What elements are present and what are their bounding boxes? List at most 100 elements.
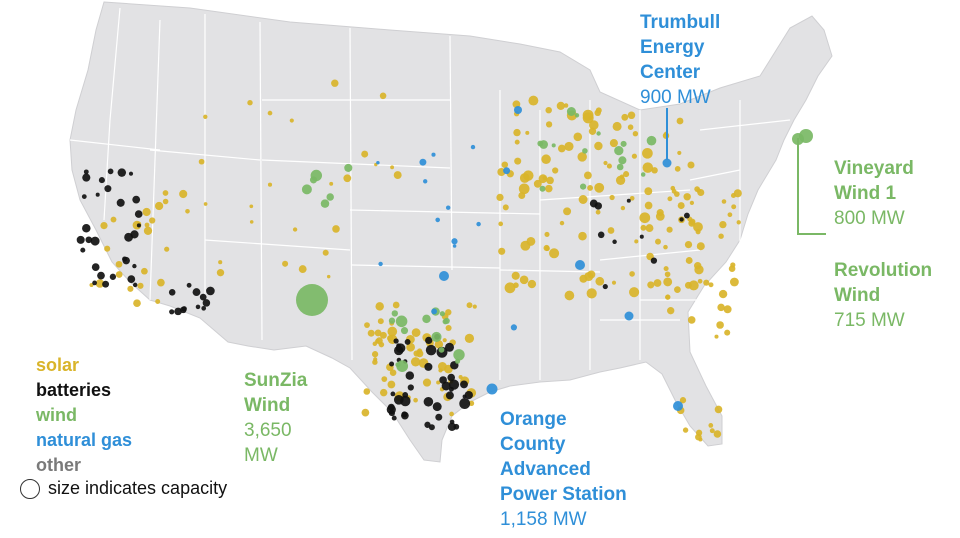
solar-plant-marker bbox=[697, 278, 703, 284]
wind-plant-marker bbox=[391, 310, 399, 317]
solar-plant-marker bbox=[549, 248, 560, 259]
sunzia-name-1: SunZia bbox=[244, 370, 308, 391]
sunzia-wind-marker bbox=[296, 284, 328, 316]
natural-gas-plant-marker bbox=[423, 179, 428, 184]
solar-plant-marker bbox=[438, 368, 443, 373]
solar-plant-marker bbox=[546, 176, 554, 185]
battery-plant-marker bbox=[95, 192, 100, 197]
solar-plant-marker bbox=[142, 207, 151, 217]
wind-plant-marker bbox=[455, 358, 461, 364]
battery-plant-marker bbox=[85, 236, 93, 244]
solar-plant-marker bbox=[587, 184, 594, 191]
solar-plant-marker bbox=[375, 302, 384, 311]
solar-plant-marker bbox=[718, 233, 724, 239]
battery-plant-marker bbox=[109, 273, 117, 280]
solar-plant-marker bbox=[676, 117, 684, 125]
battery-plant-marker bbox=[435, 413, 443, 421]
wind-plant-marker bbox=[388, 317, 396, 324]
orange-name-3: Advanced bbox=[500, 459, 591, 480]
solar-plant-marker bbox=[589, 120, 599, 130]
solar-plant-marker bbox=[513, 128, 521, 137]
solar-plant-marker bbox=[552, 167, 559, 174]
solar-plant-marker bbox=[621, 113, 629, 121]
wind-plant-marker bbox=[537, 140, 544, 147]
solar-plant-marker bbox=[717, 303, 725, 312]
solar-plant-marker bbox=[379, 92, 387, 100]
battery-plant-marker bbox=[445, 391, 454, 400]
solar-plant-marker bbox=[198, 158, 205, 165]
solar-plant-marker bbox=[708, 282, 714, 288]
wind-plant-marker bbox=[640, 172, 646, 177]
solar-plant-marker bbox=[677, 202, 685, 210]
battery-plant-marker bbox=[92, 280, 97, 286]
battery-plant-marker bbox=[136, 223, 141, 228]
battery-plant-marker bbox=[169, 309, 175, 315]
solar-plant-marker bbox=[406, 342, 415, 352]
solar-plant-marker bbox=[449, 411, 454, 417]
solar-plant-marker bbox=[713, 430, 722, 438]
natural-gas-plant-marker bbox=[452, 244, 457, 248]
solar-plant-marker bbox=[364, 322, 370, 328]
battery-plant-marker bbox=[390, 391, 396, 397]
state-border-line bbox=[449, 35, 453, 271]
natural-gas-plant-marker bbox=[439, 271, 449, 281]
solar-plant-marker bbox=[371, 351, 379, 358]
solar-plant-marker bbox=[647, 281, 655, 289]
wind-plant-marker bbox=[439, 311, 446, 317]
state-border-line bbox=[349, 27, 353, 361]
solar-plant-marker bbox=[655, 238, 661, 245]
wind-plant-marker bbox=[614, 145, 624, 156]
solar-plant-marker bbox=[523, 170, 534, 181]
solar-plant-marker bbox=[688, 219, 696, 227]
solar-plant-marker bbox=[374, 329, 382, 337]
solar-plant-marker bbox=[387, 380, 396, 389]
battery-plant-marker bbox=[389, 361, 395, 367]
battery-plant-marker bbox=[626, 198, 631, 203]
solar-plant-marker bbox=[104, 245, 111, 252]
trumbull-name-3: Center bbox=[640, 62, 701, 83]
solar-plant-marker bbox=[361, 408, 370, 417]
battery-plant-marker bbox=[393, 338, 399, 344]
natural-gas-plant-marker bbox=[514, 106, 522, 114]
battery-plant-marker bbox=[132, 195, 141, 204]
solar-plant-marker bbox=[289, 118, 294, 123]
solar-plant-marker bbox=[468, 400, 475, 406]
solar-plant-marker bbox=[137, 282, 144, 289]
battery-plant-marker bbox=[407, 384, 414, 391]
solar-plant-marker bbox=[544, 231, 550, 237]
solar-plant-marker bbox=[687, 316, 696, 324]
solar-plant-marker bbox=[679, 397, 687, 404]
solar-plant-marker bbox=[642, 162, 654, 173]
state-border-line bbox=[499, 269, 601, 273]
solar-plant-marker bbox=[390, 165, 395, 170]
solar-plant-marker bbox=[378, 341, 385, 348]
vineyard-capacity: 800 MW bbox=[834, 208, 905, 229]
orange-county-marker bbox=[486, 383, 498, 395]
solar-plant-marker bbox=[267, 182, 273, 187]
legend-solar: solar bbox=[36, 355, 80, 375]
solar-plant-marker bbox=[728, 265, 736, 272]
solar-plant-marker bbox=[582, 109, 594, 121]
wind-plant-marker bbox=[618, 156, 627, 165]
solar-plant-marker bbox=[218, 260, 223, 265]
solar-plant-marker bbox=[472, 304, 477, 309]
solar-plant-marker bbox=[144, 222, 150, 228]
solar-plant-marker bbox=[606, 163, 612, 169]
solar-plant-marker bbox=[694, 262, 702, 270]
solar-plant-marker bbox=[464, 333, 475, 344]
solar-plant-marker bbox=[588, 127, 597, 135]
solar-plant-marker bbox=[392, 301, 400, 309]
solar-plant-marker bbox=[331, 79, 339, 87]
state-border-line bbox=[351, 264, 501, 269]
solar-plant-marker bbox=[645, 224, 654, 233]
legend-other: other bbox=[36, 455, 81, 475]
annotation-revolution: Revolution Wind 715 MW bbox=[834, 258, 932, 333]
sunzia-capacity-2: MW bbox=[244, 445, 278, 466]
solar-plant-marker bbox=[361, 150, 369, 158]
sunzia-capacity-1: 3,650 bbox=[244, 420, 292, 441]
solar-plant-marker bbox=[564, 290, 575, 301]
solar-plant-marker bbox=[594, 141, 603, 151]
natural-gas-plant-marker bbox=[451, 238, 458, 245]
sunzia-name-2: Wind bbox=[244, 395, 291, 416]
natural-gas-plant-marker bbox=[431, 152, 436, 157]
